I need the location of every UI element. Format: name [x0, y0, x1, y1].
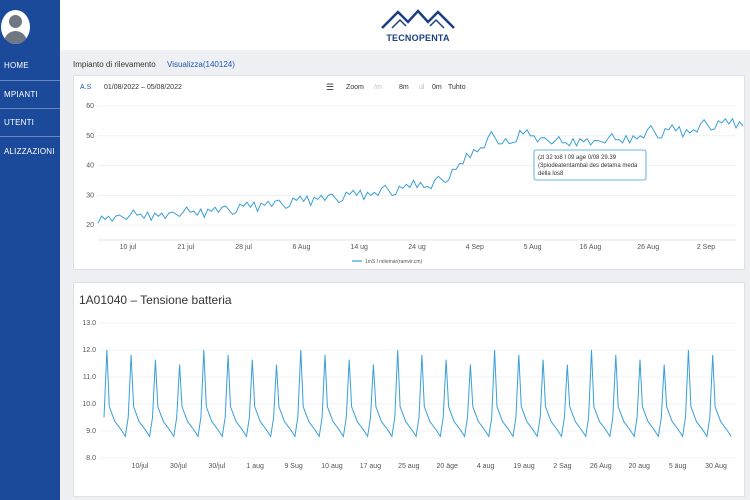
- breadcrumb-link[interactable]: Visualizza(140124): [167, 60, 235, 69]
- breadcrumb: Impianto di rilevamento: [73, 60, 156, 69]
- x-tick-label: 20 aug: [628, 463, 650, 470]
- chart2-title: 1A01040 – Tensione batteria: [79, 293, 232, 307]
- mountain-logo-icon: [381, 9, 455, 29]
- y-tick-label: 30: [86, 192, 94, 199]
- zoom-button-8m[interactable]: 8m: [399, 84, 409, 91]
- sidebar-item-visualizzazioni[interactable]: ALIZZAZIONI: [4, 147, 55, 156]
- y-tick-label: 12.0: [82, 347, 96, 354]
- sidebar: HOME MPIANTI UTENTI ALIZZAZIONI: [0, 0, 60, 500]
- y-tick-label: 8.0: [86, 455, 96, 462]
- sidebar-item-home[interactable]: HOME: [4, 61, 29, 70]
- user-avatar[interactable]: [1, 10, 30, 44]
- chart1-range-label: A.S: [80, 84, 92, 91]
- x-tick-label: 26 Aug: [590, 463, 612, 470]
- x-tick-label: 9 Sug: [284, 463, 302, 470]
- y-tick-label: 40: [86, 163, 94, 170]
- x-tick-label: 20 äge: [436, 463, 458, 470]
- legend-label: 1mS l rsitemar(ramvir.cm): [365, 259, 423, 265]
- y-tick-label: 50: [86, 133, 94, 140]
- chart-panel-1: A.S 01/08/2022 – 05/08/2022 ☰ Zoom /m 8m…: [73, 75, 745, 270]
- x-tick-label: 10 aug: [321, 463, 343, 470]
- x-tick-label: 30 Aug: [705, 463, 727, 470]
- x-tick-label: 4 Sep: [466, 244, 484, 251]
- zoom-button-1m[interactable]: /m: [374, 84, 382, 91]
- chart1-plot[interactable]: 20 30 40 50 60 10 jul 21 jul 28 jul 6 Aug 14 ug 24…: [74, 76, 746, 271]
- x-tick-label: 5 Aug: [524, 244, 542, 251]
- sidebar-divider: [0, 80, 60, 81]
- zoom-button-ul[interactable]: ul: [419, 84, 425, 91]
- x-tick-label: 4 aug: [477, 463, 495, 470]
- y-tick-label: 10.0: [82, 401, 96, 408]
- x-tick-label: 30/jul: [170, 463, 187, 470]
- top-header: TECNOPENTA: [60, 0, 750, 50]
- sidebar-item-impianti[interactable]: MPIANTI: [4, 90, 38, 99]
- x-tick-label: 17 aug: [360, 463, 382, 470]
- x-tick-label: 2 Sag: [553, 463, 571, 470]
- brand-name: TECNOPENTA: [386, 33, 450, 43]
- chart1-date-range[interactable]: 01/08/2022 – 05/08/2022: [104, 84, 182, 91]
- avatar-body: [4, 31, 27, 44]
- x-tick-label: 10/jul: [132, 463, 149, 470]
- chart-tooltip: [533, 149, 647, 181]
- x-tick-label: 14 ug: [350, 244, 368, 251]
- x-tick-label: 10 jul: [120, 244, 137, 251]
- x-tick-label: 26 Aug: [637, 244, 659, 251]
- x-tick-label: 19 aug: [513, 463, 535, 470]
- x-tick-label: 25 aug: [398, 463, 420, 470]
- x-tick-label: 21 jul: [177, 244, 194, 251]
- chart-menu-icon[interactable]: ☰: [326, 82, 335, 92]
- y-tick-label: 9.0: [86, 428, 96, 435]
- x-tick-label: 6 Aug: [292, 244, 310, 251]
- y-tick-label: 11.0: [83, 374, 96, 381]
- tooltip-line: (3piodeatentambal des detama meda: [538, 163, 638, 169]
- sidebar-item-utenti[interactable]: UTENTI: [4, 118, 35, 127]
- series-line: [97, 117, 744, 224]
- zoom-button-all[interactable]: Tuhto: [448, 84, 466, 91]
- zoom-label: Zoom: [346, 84, 364, 91]
- y-tick-label: 60: [86, 103, 94, 110]
- y-tick-label: 20: [86, 222, 94, 229]
- tooltip-line: della los8: [538, 171, 564, 177]
- chart2-plot[interactable]: 8.0 9.0 10.0 11.0 12.0 13.0 10/jul 30/jul 30/jul…: [74, 283, 746, 498]
- series-line: [103, 349, 732, 438]
- y-tick-label: 13.0: [82, 320, 96, 327]
- x-tick-label: 28 jul: [235, 244, 252, 251]
- brand-logo[interactable]: TECNOPENTA: [378, 6, 458, 46]
- zoom-button-0m[interactable]: 0m: [432, 84, 442, 91]
- avatar-head: [9, 15, 22, 28]
- tooltip-line: (zl 32 to8 I 09 age 0/08 29.39: [538, 155, 617, 161]
- sidebar-divider: [0, 136, 60, 137]
- x-tick-label: 5 äug: [669, 463, 687, 470]
- x-tick-label: 2 Sep: [697, 244, 715, 251]
- sidebar-divider: [0, 108, 60, 109]
- chart-panel-2: 1A01040 – Tensione batteria 8.0 9.0 10.0 11…: [73, 282, 745, 497]
- x-tick-label: 30/jul: [208, 463, 225, 470]
- x-tick-label: 1 aug: [246, 463, 264, 470]
- x-tick-label: 24 ug: [408, 244, 426, 251]
- x-tick-label: 16 Aug: [579, 244, 601, 251]
